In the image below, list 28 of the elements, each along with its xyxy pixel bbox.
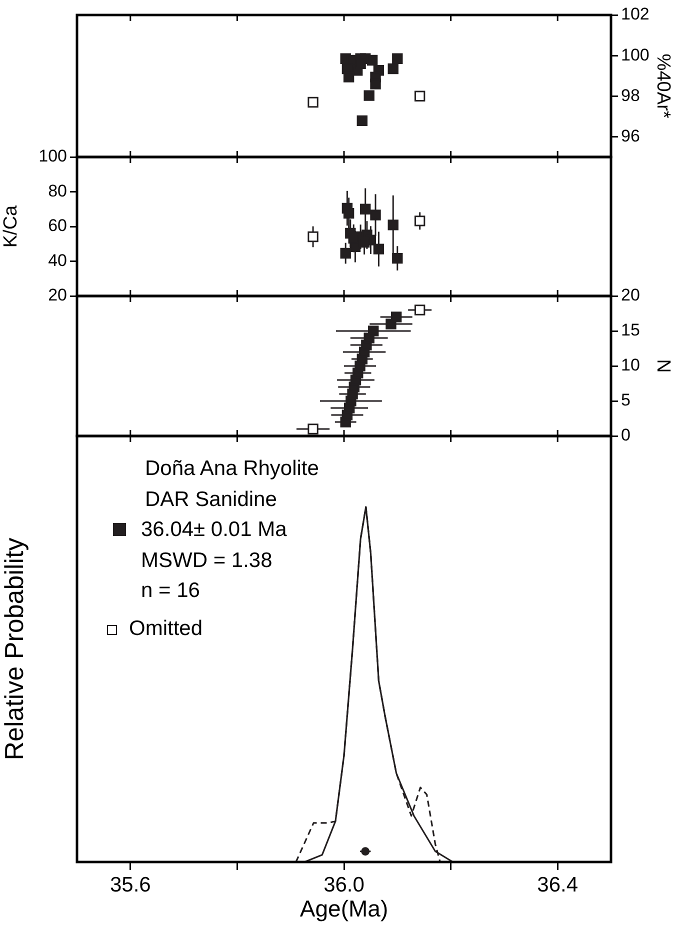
- y-tick-label: 98: [621, 86, 640, 105]
- annotation: Omitted: [129, 617, 203, 640]
- annotation: 36.04± 0.01 Ma: [141, 518, 287, 541]
- y-tick-label: 5: [621, 390, 630, 410]
- annotation: DAR Sanidine: [145, 488, 277, 510]
- y-axis-title: %40Ar*: [652, 54, 674, 119]
- annotation: n = 16: [141, 579, 200, 602]
- y-tick-label: 15: [621, 320, 640, 340]
- y-tick-label: 20: [48, 286, 67, 305]
- x-tick-label: 36.0: [324, 873, 364, 896]
- x-tick-label: 36.4: [537, 873, 578, 896]
- text: Doña Ana Rhyolite: [145, 457, 319, 480]
- y-tick-label: 100: [38, 146, 67, 166]
- x-tick-label: 35.6: [110, 873, 151, 896]
- y-axis-title: N: [652, 359, 674, 373]
- y-tick-label: 96: [621, 126, 640, 146]
- y-axis-title: Relative Probability: [0, 538, 29, 760]
- y-tick-label: 102: [621, 4, 650, 24]
- y-tick-label: 40: [48, 250, 67, 270]
- y-tick-label: 60: [48, 216, 67, 236]
- y-tick-label: 80: [48, 181, 67, 200]
- y-axis-title: K/Ca: [0, 204, 22, 248]
- y-tick-label: 20: [621, 286, 640, 305]
- x-axis-title: Age(Ma): [300, 896, 388, 922]
- y-tick-label: 10: [621, 356, 640, 375]
- y-tick-label: 0: [621, 426, 630, 445]
- y-tick-label: 100: [621, 45, 650, 64]
- annotation: MSWD = 1.38: [141, 548, 272, 572]
